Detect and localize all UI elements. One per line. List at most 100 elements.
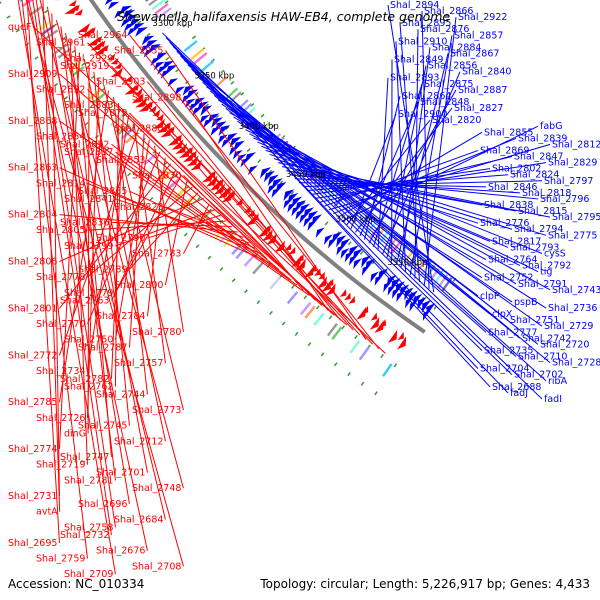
gene-label-reverse: Shal_2829 [548,158,597,169]
gene-label-reverse: Shal_2752 [484,273,533,284]
gene-label-forward: Shal_2708 [132,561,181,572]
gene-label-forward: Shal_2759 [36,554,85,565]
leader-line-reverse [368,89,457,244]
gene-label-forward: Shal_2731 [8,491,57,502]
leader-line-forward [32,0,112,536]
gene-label-forward: Shal_2778 [36,272,85,283]
gene-label-forward: dinG [64,428,86,439]
gene-label-reverse: Shal_2815 [518,206,567,217]
gene-label-forward: Shal_2712 [114,436,163,447]
leader-line-reverse [194,73,539,345]
gene-label-forward: Shal_2799 [64,241,113,252]
leader-line-forward [147,81,342,321]
kbp-marker: 3350 kbp [194,72,234,82]
gene-label-reverse: Shal_2849 [394,55,443,66]
gene-label-reverse: clpX [492,309,513,320]
gene-label-forward: Shal_2898 [132,92,181,103]
gene-label-reverse: Shal_2856 [428,61,477,72]
gene-label-forward: Shal_2854 [36,131,85,142]
gene-label-reverse: Shal_2820 [432,115,481,126]
leader-line-forward [164,181,188,286]
gene-label-reverse: Shal_2895 [402,18,451,29]
leader-line-reverse [328,143,551,211]
gene-label-forward: Shal_2787 [78,342,127,353]
gene-label-reverse: Shal_2855 [484,127,533,138]
gene-label-reverse: pspB [514,297,538,308]
gene-label-forward: Shal_2879 [78,108,127,119]
gene-label-reverse: Shal_2743 [552,285,600,296]
gene-label-reverse: Shal_2846 [488,182,537,193]
gene-label-reverse: clpP [480,291,500,302]
gene-label-forward: Shal_2676 [96,546,145,557]
gene-label-forward: Shal_2800 [114,280,163,291]
gene-label-reverse: fadI [544,394,562,405]
gene-label-forward: Shal_2701 [96,468,145,479]
kbp-marker: 3500 kbp [335,215,375,225]
gene-label-reverse: Shal_2704 [480,364,529,375]
gene-label-forward: Shal_2779 [64,288,113,299]
leader-line-forward [133,121,166,364]
gene-label-forward: Shal_2748 [132,483,181,494]
gene-label-reverse: Shal_2742 [522,333,571,344]
gene-label-forward: Shal_2696 [78,499,127,510]
gene-label-forward: Shal_2763 [60,296,109,307]
gene-label-forward: Shal_2883 [64,100,113,111]
kbp-marker: 3400 kbp [239,122,279,132]
leader-line-reverse [165,37,509,394]
gene-label-reverse: Shal_2688 [492,382,541,393]
gene-label-reverse: Shal_2794 [514,224,563,235]
gene-label-forward: Shal_2709 [64,569,113,580]
gene-label-forward: Shal_2780 [132,327,181,338]
gene-label-reverse: Shal_2797 [544,176,593,187]
gene-label-reverse: Shal_2866 [424,6,473,17]
gene-label-reverse: Shal_2802 [492,164,541,175]
leader-line-reverse [162,32,543,400]
leader-line-forward [87,42,373,345]
gene-label-reverse: Shal_2900 [398,109,447,120]
gene-label-reverse: Shal_2795 [552,212,600,223]
gene-label-forward: Shal_2719 [36,460,85,471]
gene-label-forward: Shal_2774 [8,444,57,455]
gene-label-reverse: Shal_2793 [510,242,559,253]
leader-line-forward [183,175,268,260]
gene-label-forward: Shal_2785 [8,397,57,408]
leader-line-forward [55,19,184,489]
gene-label-reverse: tig [540,267,552,278]
gene-label-reverse: Shal_2824 [510,170,559,181]
kbp-scale: 3550 kbp 3500 kbp 3450 kbp 3400 kbp 3350 kbp… [152,19,427,268]
leader-line-reverse [421,11,430,289]
gene-label-reverse: Shal_2796 [540,194,589,205]
gene-label-forward: queF [8,22,31,33]
gene-label-reverse: Shal_2887 [458,85,507,96]
gene-label-reverse: Shal_2776 [480,218,529,229]
gene-label-reverse: Shal_2751 [510,315,559,326]
leader-line-forward [129,34,380,350]
leader-line-forward [51,13,60,497]
gene-label-reverse: Shal_2884 [432,42,481,53]
gene-label-reverse: Shal_2893 [390,73,439,84]
gene-label-forward: Shal_2853 [96,155,145,166]
leader-line-reverse [423,17,457,286]
leader-line-forward [17,0,116,575]
leader-line-forward [183,203,210,254]
gene-label-forward: Shal_2770 [36,319,85,330]
backbone-ring [88,0,426,334]
leader-line-forward [26,0,60,543]
leader-line-forward [129,112,316,301]
gene-label-reverse: Shal_2775 [548,230,597,241]
gene-label-reverse: Shal_2817 [492,236,541,247]
gene-label-forward: Shal_2852 [60,139,109,150]
gene-label-reverse: Shal_2792 [522,261,571,272]
gene-label-forward: avtA [36,507,58,518]
gene-label-reverse: Shal_2867 [450,48,499,59]
gene-label-forward: Shal_2744 [96,389,145,400]
gene-label-forward: Shal_2734 [36,366,85,377]
gene-label-reverse: Shal_2840 [462,67,511,78]
accession-label: Accession: NC_010334 [8,577,144,591]
gene-label-forward: Shal_2929 [64,53,113,64]
gene-label-forward: Shal_2726 [36,413,85,424]
gene-label-reverse: Shal_2777 [488,327,537,338]
leader-line-reverse [324,149,479,207]
leader-line-forward [46,6,130,504]
